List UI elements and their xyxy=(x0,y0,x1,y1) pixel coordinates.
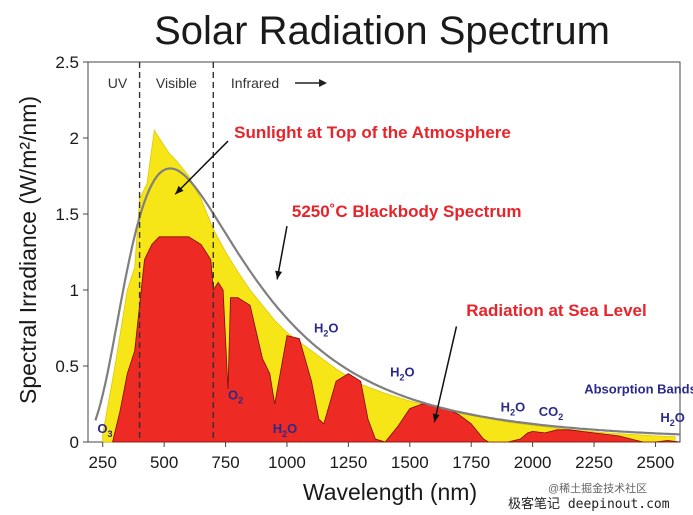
watermark-line-2: 极客笔记 deepinout.com xyxy=(508,496,670,512)
y-axis-title: Spectral Irradiance (W/m²/nm) xyxy=(15,96,41,404)
x-tick-label-500: 500 xyxy=(150,453,178,472)
label-sunlight-at-top-of-the-atmosphere-0: Sunlight at Top of the Atmosphere xyxy=(234,123,511,142)
x-tick-label-1500: 1500 xyxy=(391,453,429,472)
x-tick-label-1750: 1750 xyxy=(452,453,490,472)
absorption-label-co2-10: CO2 xyxy=(539,404,564,422)
label-5250-c-blackbody-spectrum-1: 5250˚C Blackbody Spectrum xyxy=(292,202,522,221)
region-label-visible: Visible xyxy=(156,75,197,91)
y-tick-label-0: 0 xyxy=(70,433,79,452)
y-tick-label-2: 2 xyxy=(70,129,79,148)
plot-area: UV Visible Infrared 250 500 750 1000 1250 1500 17… xyxy=(55,53,693,472)
x-axis-title: Wavelength (nm) xyxy=(303,479,477,505)
region-label-uv: UV xyxy=(108,75,128,91)
infrared-arrow-head xyxy=(319,79,328,87)
absorption-label-o3-3: O3 xyxy=(97,421,112,439)
x-tick-label-1250: 1250 xyxy=(329,453,367,472)
absorption-label-h2o-5: H2O xyxy=(273,421,298,439)
arrow-top-of-atmosphere-head xyxy=(175,185,184,195)
absorption-label-h2o-8: H2O xyxy=(501,400,526,418)
label-radiation-at-sea-level-2: Radiation at Sea Level xyxy=(466,301,646,320)
arrow-blackbody-line xyxy=(276,226,288,280)
arrow-top-of-atmosphere-line xyxy=(174,140,229,195)
arrow-sea-level-line xyxy=(433,326,458,423)
watermark-line-1: @稀土掘金技术社区 xyxy=(548,481,647,495)
absorption-label-absorption-bands-9: Absorption Bands xyxy=(584,381,693,396)
absorption-label-o2-4: O2 xyxy=(228,387,243,405)
absorption-label-h2o-6: H2O xyxy=(314,321,339,339)
y-tick-label-0.5: 0.5 xyxy=(55,357,79,376)
series-area-sea-level xyxy=(112,236,681,443)
x-tick-label-250: 250 xyxy=(89,453,117,472)
x-tick-label-2500: 2500 xyxy=(637,453,675,472)
x-tick-label-1000: 1000 xyxy=(268,453,306,472)
arrow-sea-level-head xyxy=(432,413,440,423)
y-tick-label-1: 1 xyxy=(70,281,79,300)
x-tick-label-2000: 2000 xyxy=(514,453,552,472)
absorption-label-h2o-7: H2O xyxy=(390,365,415,383)
arrow-blackbody-head xyxy=(275,270,283,280)
absorption-label-h2o-11: H2O xyxy=(660,410,685,428)
y-tick-label-2.5: 2.5 xyxy=(55,53,79,72)
y-tick-label-1.5: 1.5 xyxy=(55,205,79,224)
x-tick-label-750: 750 xyxy=(211,453,239,472)
region-label-infrared: Infrared xyxy=(231,75,279,91)
chart-title: Solar Radiation Spectrum xyxy=(154,9,610,53)
x-tick-label-2250: 2250 xyxy=(575,453,613,472)
series-line-blackbody xyxy=(94,167,681,436)
